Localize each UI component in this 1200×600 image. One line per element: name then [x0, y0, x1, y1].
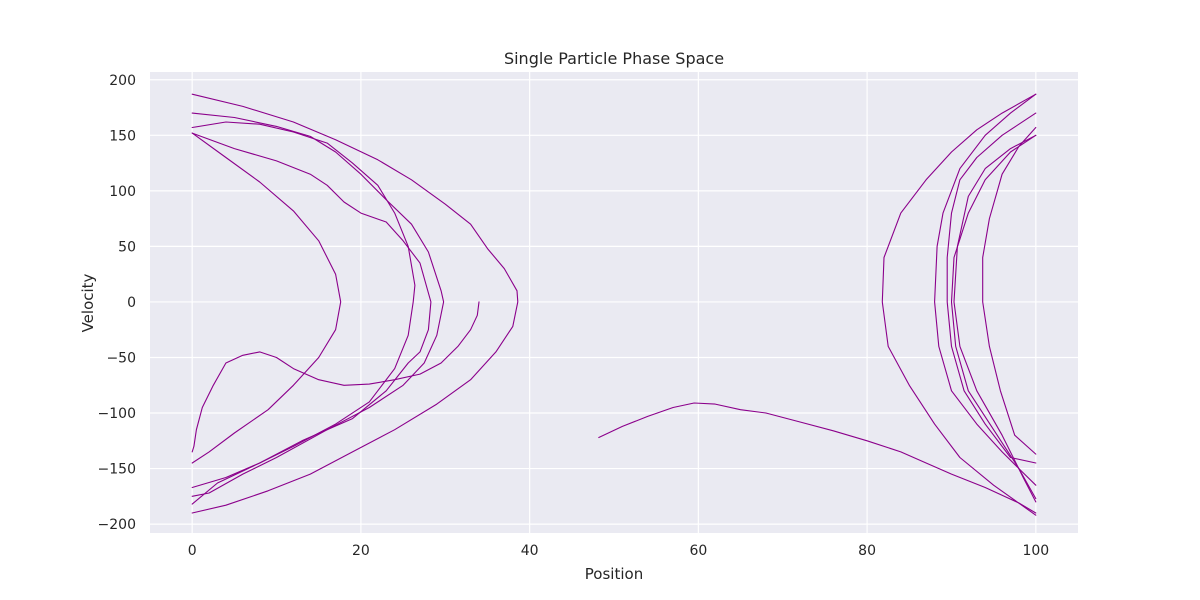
x-tick-label: 100: [1022, 543, 1049, 559]
y-tick-labels: 200 150 100 50 0 −50 −100 −150 −200: [98, 73, 136, 533]
x-tick-labels: 0 20 40 60 80 100: [188, 543, 1049, 559]
phase-trajectory-segment: [946, 112, 1037, 464]
phase-trajectory-segment: [191, 93, 519, 514]
phase-trajectory-segment: [881, 93, 1037, 516]
x-tick-label: 60: [689, 543, 707, 559]
phase-trajectory-segment: [598, 402, 1037, 514]
x-tick-label: 20: [352, 543, 370, 559]
y-tick-label: 150: [109, 128, 136, 144]
x-tick-label: 0: [188, 543, 197, 559]
y-axis-label: Velocity: [79, 273, 97, 332]
y-tick-label: 0: [127, 295, 136, 311]
phase-trajectory-segment: [191, 121, 416, 489]
phase-trajectory-segment: [191, 132, 342, 464]
y-tick-label: −50: [106, 350, 136, 366]
y-tick-label: 200: [109, 73, 136, 89]
phase-trajectory-segment: [191, 301, 480, 453]
x-axis-label: Position: [585, 565, 643, 583]
y-tick-label: 100: [109, 184, 136, 200]
phase-trajectory-segment: [191, 132, 432, 505]
y-tick-label: −100: [98, 406, 136, 422]
x-tick-label: 40: [521, 543, 539, 559]
phase-trajectory-segment: [191, 112, 445, 497]
x-tick-label: 80: [858, 543, 876, 559]
phase-trajectory-segment: [934, 93, 1037, 486]
y-tick-label: 50: [118, 239, 136, 255]
phase-trajectory-segment: [950, 134, 1037, 500]
phase-trajectory-segment: [982, 126, 1037, 455]
y-tick-label: −200: [98, 517, 136, 533]
phase-trajectory-segment: [953, 134, 1037, 503]
y-tick-label: −150: [98, 462, 136, 478]
data-layer: [191, 93, 1037, 516]
chart-title: Single Particle Phase Space: [504, 49, 724, 68]
